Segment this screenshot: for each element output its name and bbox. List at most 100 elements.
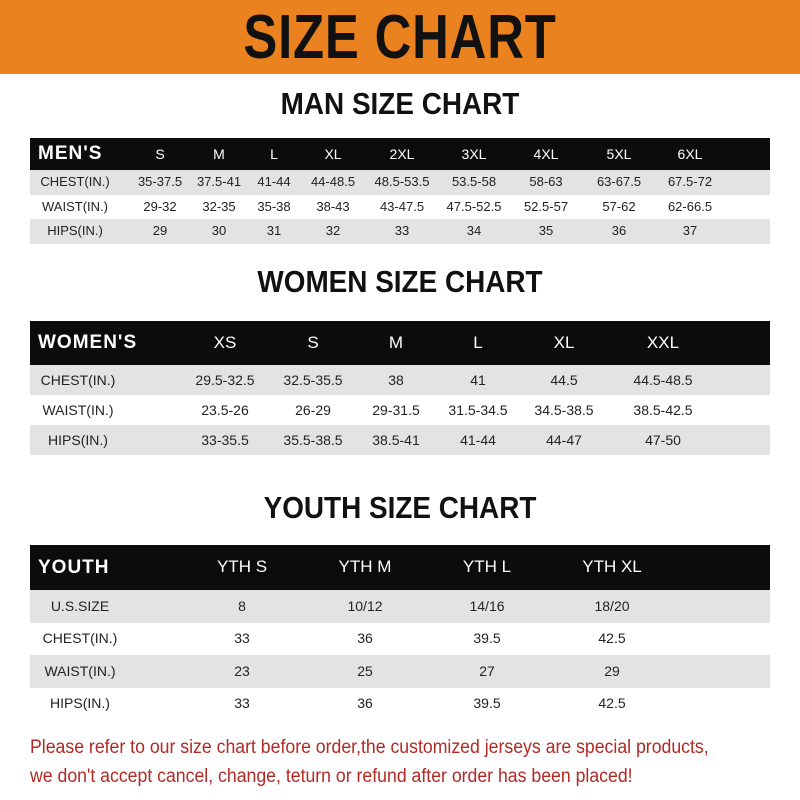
youth-size-table: YOUTH YTH S YTH M YTH L YTH XL U.S.SIZE 8 10/12… bbox=[30, 545, 770, 720]
table-cell: 37 bbox=[682, 223, 698, 239]
table-cell: 30 bbox=[211, 223, 227, 239]
table-cell: 38-43 bbox=[316, 198, 350, 214]
table-cell: 33 bbox=[394, 223, 410, 239]
size-column-header: YTH XL bbox=[582, 557, 642, 577]
table-cell: 35.5-38.5 bbox=[283, 431, 343, 448]
table-cell: 36 bbox=[611, 223, 627, 239]
table-row: WAIST(IN.) 29-32 32-35 35-38 38-43 43-47.5 47.… bbox=[30, 195, 770, 220]
table-row: HIPS(IN.) 29 30 31 32 33 34 35 36 37 bbox=[30, 219, 770, 244]
table-cell: 18/20 bbox=[594, 597, 630, 614]
table-cell: 29 bbox=[152, 223, 168, 239]
header-category-label: WOMEN'S bbox=[38, 332, 138, 353]
table-cell: 44.5 bbox=[550, 371, 578, 388]
size-column-header: 2XL bbox=[389, 145, 415, 162]
table-cell: 31.5-34.5 bbox=[448, 401, 508, 418]
table-cell: 42.5 bbox=[598, 695, 626, 712]
size-column-header: 5XL bbox=[606, 145, 632, 162]
row-label: HIPS(IN.) bbox=[48, 431, 108, 448]
table-row: CHEST(IN.) 33 36 39.5 42.5 bbox=[30, 623, 770, 656]
table-cell: 34 bbox=[466, 223, 482, 239]
table-cell: 48.5-53.5 bbox=[374, 174, 430, 190]
table-cell: 31 bbox=[266, 223, 282, 239]
table-row: WAIST(IN.) 23.5-26 26-29 29-31.5 31.5-34.5 34… bbox=[30, 395, 770, 425]
order-notice: Please refer to our size chart before or… bbox=[30, 733, 728, 791]
table-cell: 33 bbox=[234, 630, 250, 647]
table-cell: 25 bbox=[357, 662, 373, 679]
table-cell: 32 bbox=[325, 223, 341, 239]
size-column-header: S bbox=[307, 332, 319, 352]
size-column-header: YTH S bbox=[216, 557, 268, 577]
notice-line-2: we don't accept cancel, change, teturn o… bbox=[30, 766, 633, 787]
table-cell: 32-35 bbox=[202, 198, 236, 214]
table-row: HIPS(IN.) 33 36 39.5 42.5 bbox=[30, 688, 770, 721]
page-title: SIZE CHART bbox=[243, 3, 557, 72]
row-label: WAIST(IN.) bbox=[44, 662, 116, 679]
size-column-header: L bbox=[270, 145, 278, 162]
size-column-header: M bbox=[388, 332, 404, 352]
table-cell: 10/12 bbox=[347, 597, 383, 614]
size-column-header: XS bbox=[213, 332, 237, 352]
table-cell: 33 bbox=[234, 695, 250, 712]
table-cell: 44-48.5 bbox=[310, 174, 356, 190]
table-cell: 43-47.5 bbox=[379, 198, 425, 214]
table-cell: 38.5-42.5 bbox=[633, 401, 693, 418]
header-category-label: YOUTH bbox=[38, 556, 110, 578]
table-cell: 57-62 bbox=[602, 198, 636, 214]
notice-line-1: Please refer to our size chart before or… bbox=[30, 737, 709, 758]
header-category-label: MEN'S bbox=[38, 143, 103, 164]
women-size-table: WOMEN'S XS S M L XL XXL CHEST(IN.) 29.5-32.5 32.5… bbox=[30, 321, 770, 455]
row-label: CHEST(IN.) bbox=[42, 630, 118, 647]
table-cell: 36 bbox=[357, 695, 373, 712]
size-column-header: 6XL bbox=[677, 145, 703, 162]
table-cell: 36 bbox=[357, 630, 373, 647]
size-column-header: L bbox=[473, 332, 483, 352]
table-cell: 29-31.5 bbox=[372, 401, 420, 418]
table-cell: 33-35.5 bbox=[201, 431, 249, 448]
table-cell: 35-37.5 bbox=[137, 174, 183, 190]
table-cell: 41 bbox=[470, 371, 486, 388]
table-cell: 27 bbox=[479, 662, 495, 679]
size-column-header: S bbox=[155, 145, 165, 162]
table-cell: 35 bbox=[538, 223, 554, 239]
table-cell: 38.5-41 bbox=[372, 431, 420, 448]
table-cell: 41-44 bbox=[257, 174, 291, 190]
table-row: CHEST(IN.) 29.5-32.5 32.5-35.5 38 41 44.5 44.5… bbox=[30, 365, 770, 395]
table-cell: 35-38 bbox=[257, 198, 291, 214]
row-label: CHEST(IN.) bbox=[40, 174, 110, 190]
men-size-table: MEN'S S M L XL 2XL 3XL 4XL 5XL 6XL CHEST(IN.) 35-37… bbox=[30, 138, 770, 244]
men-header-row: MEN'S S M L XL 2XL 3XL 4XL 5XL 6XL bbox=[30, 138, 770, 170]
table-cell: 39.5 bbox=[473, 630, 501, 647]
size-column-header: 4XL bbox=[533, 145, 559, 162]
table-cell: 23.5-26 bbox=[201, 401, 249, 418]
women-header-row: WOMEN'S XS S M L XL XXL bbox=[30, 321, 770, 365]
table-row: U.S.SIZE 8 10/12 14/16 18/20 bbox=[30, 590, 770, 623]
table-cell: 14/16 bbox=[469, 597, 505, 614]
size-column-header: YTH M bbox=[338, 557, 392, 577]
table-cell: 39.5 bbox=[473, 695, 501, 712]
table-cell: 47-50 bbox=[645, 431, 681, 448]
table-cell: 32.5-35.5 bbox=[283, 371, 343, 388]
table-cell: 23 bbox=[234, 662, 250, 679]
size-column-header: 3XL bbox=[461, 145, 487, 162]
table-cell: 29 bbox=[604, 662, 620, 679]
size-column-header: XL bbox=[324, 145, 342, 162]
men-section-title: MAN SIZE CHART bbox=[280, 86, 520, 121]
row-label: HIPS(IN.) bbox=[47, 223, 103, 239]
table-row: CHEST(IN.) 35-37.5 37.5-41 41-44 44-48.5 48.5… bbox=[30, 170, 770, 195]
table-cell: 62-66.5 bbox=[667, 198, 713, 214]
row-label: HIPS(IN.) bbox=[50, 695, 110, 712]
size-column-header: XXL bbox=[646, 332, 680, 352]
row-label: U.S.SIZE bbox=[50, 597, 110, 614]
table-cell: 26-29 bbox=[295, 401, 331, 418]
size-column-header: M bbox=[213, 145, 225, 162]
table-cell: 58-63 bbox=[529, 174, 563, 190]
women-section-title: WOMEN SIZE CHART bbox=[257, 264, 543, 299]
table-cell: 34.5-38.5 bbox=[534, 401, 594, 418]
table-cell: 41-44 bbox=[460, 431, 496, 448]
table-cell: 47.5-52.5 bbox=[446, 198, 502, 214]
table-cell: 67.5-72 bbox=[667, 174, 713, 190]
size-column-header: XL bbox=[553, 332, 575, 352]
table-cell: 38 bbox=[388, 371, 404, 388]
table-cell: 29.5-32.5 bbox=[195, 371, 255, 388]
header-banner: SIZE CHART bbox=[0, 0, 800, 74]
